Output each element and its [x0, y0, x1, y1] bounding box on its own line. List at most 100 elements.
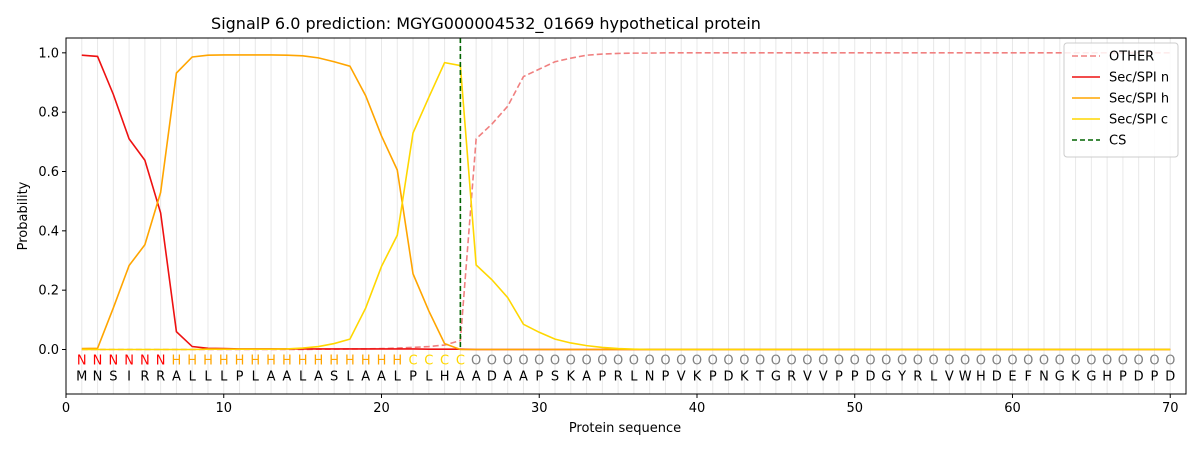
residue-label: V [945, 370, 954, 385]
region-label: N [108, 353, 118, 368]
sequence-track: NMNNNSNINRNRHAHLHLHLHPHLHAHAHLHAHSHLHAHA… [76, 353, 1175, 384]
region-label: H [298, 353, 308, 368]
x-tick-label: 40 [689, 401, 706, 416]
region-label: H [345, 353, 355, 368]
residue-label: P [709, 370, 717, 385]
residue-label: G [771, 370, 781, 385]
residue-label: R [614, 370, 623, 385]
residue-label: G [881, 370, 891, 385]
region-label: O [597, 353, 607, 368]
residue-label: L [425, 370, 433, 385]
residue-label: L [252, 370, 260, 385]
region-label: H [219, 353, 229, 368]
residue-label: L [220, 370, 228, 385]
residue-label: L [346, 370, 354, 385]
residue-label: I [127, 370, 131, 385]
region-label: N [156, 353, 166, 368]
region-label: O [503, 353, 513, 368]
x-tick-label: 0 [62, 401, 70, 416]
legend-label: OTHER [1109, 50, 1154, 65]
residue-label: P [535, 370, 543, 385]
region-label: O [518, 353, 528, 368]
region-label: C [440, 353, 449, 368]
region-label: O [802, 353, 812, 368]
legend-label: Sec/SPI c [1109, 113, 1168, 128]
chart-title: SignalP 6.0 prediction: MGYG000004532_01… [211, 14, 761, 34]
region-label: O [944, 353, 954, 368]
series-line-other [81, 52, 1171, 351]
region-label: O [992, 353, 1002, 368]
residue-label: P [236, 370, 244, 385]
region-label: O [771, 353, 781, 368]
residue-label: L [930, 370, 938, 385]
region-label: O [660, 353, 670, 368]
region-label: H [361, 353, 371, 368]
residue-label: Y [897, 370, 906, 385]
residue-label: L [204, 370, 212, 385]
x-tick-label: 10 [215, 401, 232, 416]
region-label: O [913, 353, 923, 368]
region-label: O [1023, 353, 1033, 368]
series-line-sec-spi-h [81, 54, 1171, 351]
plot-area [81, 38, 1171, 351]
series-line-sec-spi-n [81, 54, 1171, 351]
region-label: C [424, 353, 433, 368]
residue-label: D [1165, 370, 1175, 385]
residue-label: P [851, 370, 859, 385]
region-label: N [77, 353, 87, 368]
legend: OTHER Sec/SPI n Sec/SPI h Sec/SPI c CS [1063, 42, 1179, 158]
y-axis-label: Probability [16, 181, 31, 250]
residue-label: N [93, 370, 103, 385]
residue-label: H [976, 370, 986, 385]
residue-label: P [409, 370, 417, 385]
x-tick-label: 20 [373, 401, 390, 416]
residue-label: P [1151, 370, 1159, 385]
region-label: N [124, 353, 134, 368]
residue-label: A [172, 370, 181, 385]
residue-label: L [394, 370, 402, 385]
x-tick-label: 30 [531, 401, 548, 416]
residue-label: R [156, 370, 165, 385]
residue-label: A [456, 370, 465, 385]
legend-label: Sec/SPI n [1109, 71, 1169, 86]
axes-frame [65, 37, 1187, 395]
region-label: H [250, 353, 260, 368]
residue-label: G [1055, 370, 1065, 385]
region-label: O [976, 353, 986, 368]
region-label: O [550, 353, 560, 368]
legend-label: CS [1109, 134, 1126, 149]
region-label: H [314, 353, 324, 368]
residue-label: L [630, 370, 638, 385]
residue-label: A [519, 370, 528, 385]
region-label: O [881, 353, 891, 368]
region-label: O [850, 353, 860, 368]
residue-label: H [440, 370, 450, 385]
region-label: O [1118, 353, 1128, 368]
residue-label: F [1025, 370, 1032, 385]
region-label: O [723, 353, 733, 368]
region-label: H [377, 353, 387, 368]
residue-label: M [76, 370, 87, 385]
residue-label: N [1039, 370, 1049, 385]
residue-label: L [299, 370, 307, 385]
region-label: N [93, 353, 103, 368]
residue-label: P [662, 370, 670, 385]
y-tick-label: 0.2 [38, 284, 59, 299]
region-label: H [266, 353, 276, 368]
residue-label: T [755, 370, 764, 385]
region-label: O [755, 353, 765, 368]
y-tick-label: 0.8 [38, 106, 59, 121]
region-label: O [613, 353, 623, 368]
residue-label: K [740, 370, 749, 385]
y-tick-label: 0.0 [38, 343, 59, 358]
residue-label: H [1102, 370, 1112, 385]
y-tick-label: 1.0 [38, 46, 59, 61]
residue-label: K [693, 370, 702, 385]
x-axis-label: Protein sequence [569, 421, 681, 436]
residue-label: N [645, 370, 655, 385]
region-label: O [692, 353, 702, 368]
region-label: O [1055, 353, 1065, 368]
region-label: O [1102, 353, 1112, 368]
region-label: C [409, 353, 418, 368]
